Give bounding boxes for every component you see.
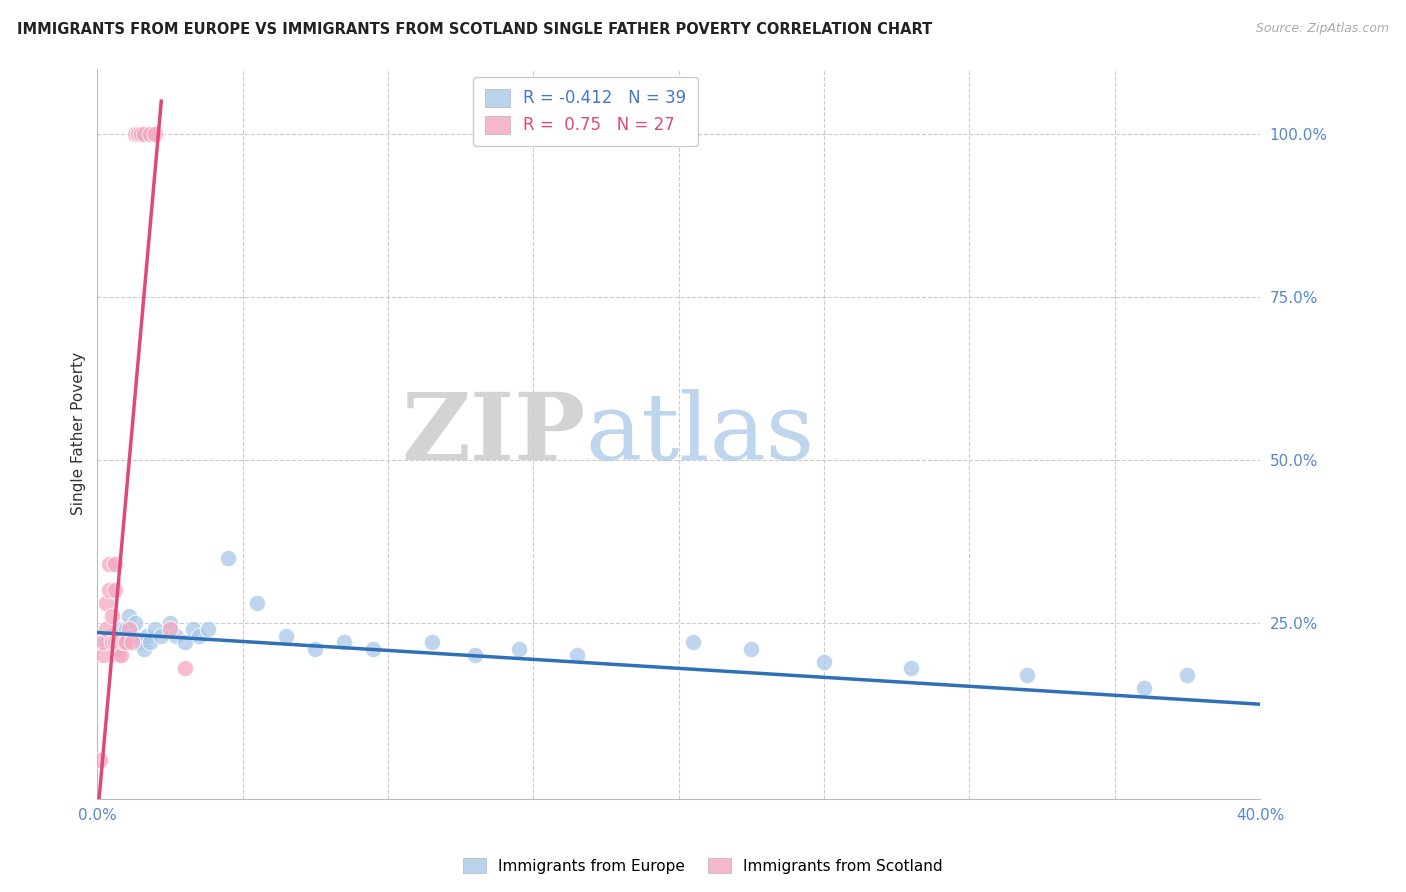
Legend: R = -0.412   N = 39, R =  0.75   N = 27: R = -0.412 N = 39, R = 0.75 N = 27 bbox=[474, 77, 697, 146]
Point bbox=[91, 648, 114, 663]
Text: atlas: atlas bbox=[586, 389, 815, 479]
Legend: Immigrants from Europe, Immigrants from Scotland: Immigrants from Europe, Immigrants from … bbox=[457, 852, 949, 880]
Point bbox=[112, 635, 135, 649]
Point bbox=[246, 596, 269, 610]
Point bbox=[333, 635, 356, 649]
Point bbox=[121, 635, 143, 649]
Point bbox=[115, 635, 138, 649]
Point bbox=[150, 629, 173, 643]
Point bbox=[197, 622, 219, 636]
Point bbox=[101, 635, 124, 649]
Point bbox=[94, 596, 117, 610]
Point bbox=[1017, 668, 1039, 682]
Point bbox=[104, 635, 127, 649]
Point bbox=[110, 622, 132, 636]
Point bbox=[740, 641, 762, 656]
Text: IMMIGRANTS FROM EUROPE VS IMMIGRANTS FROM SCOTLAND SINGLE FATHER POVERTY CORRELA: IMMIGRANTS FROM EUROPE VS IMMIGRANTS FRO… bbox=[17, 22, 932, 37]
Point bbox=[112, 635, 135, 649]
Point bbox=[101, 629, 124, 643]
Point bbox=[682, 635, 704, 649]
Point bbox=[129, 635, 152, 649]
Point bbox=[145, 127, 167, 141]
Point bbox=[107, 648, 129, 663]
Point bbox=[165, 629, 187, 643]
Point bbox=[181, 622, 204, 636]
Y-axis label: Single Father Poverty: Single Father Poverty bbox=[72, 352, 86, 516]
Point bbox=[98, 583, 121, 598]
Point bbox=[107, 641, 129, 656]
Point bbox=[159, 615, 181, 630]
Point bbox=[94, 622, 117, 636]
Point bbox=[813, 655, 835, 669]
Point bbox=[363, 641, 385, 656]
Point bbox=[104, 583, 127, 598]
Point bbox=[159, 622, 181, 636]
Point bbox=[304, 641, 326, 656]
Point bbox=[101, 609, 124, 624]
Point bbox=[138, 635, 160, 649]
Point bbox=[188, 629, 211, 643]
Point bbox=[118, 609, 141, 624]
Point bbox=[145, 622, 167, 636]
Point bbox=[115, 622, 138, 636]
Point bbox=[98, 557, 121, 571]
Point bbox=[124, 127, 146, 141]
Point bbox=[104, 635, 127, 649]
Point bbox=[94, 635, 117, 649]
Text: ZIP: ZIP bbox=[402, 389, 586, 479]
Point bbox=[132, 641, 155, 656]
Point bbox=[173, 661, 195, 675]
Point bbox=[1175, 668, 1198, 682]
Point bbox=[138, 127, 160, 141]
Point bbox=[104, 557, 127, 571]
Point bbox=[1132, 681, 1154, 695]
Point bbox=[173, 635, 195, 649]
Point bbox=[121, 629, 143, 643]
Point bbox=[135, 629, 157, 643]
Point bbox=[127, 127, 149, 141]
Point bbox=[124, 615, 146, 630]
Point bbox=[132, 127, 155, 141]
Point bbox=[900, 661, 922, 675]
Point bbox=[118, 622, 141, 636]
Point bbox=[107, 635, 129, 649]
Point bbox=[129, 127, 152, 141]
Point bbox=[276, 629, 298, 643]
Point bbox=[508, 641, 530, 656]
Point bbox=[217, 550, 239, 565]
Point bbox=[91, 635, 114, 649]
Point bbox=[464, 648, 486, 663]
Point bbox=[110, 648, 132, 663]
Text: Source: ZipAtlas.com: Source: ZipAtlas.com bbox=[1256, 22, 1389, 36]
Point bbox=[89, 753, 111, 767]
Point bbox=[420, 635, 443, 649]
Point bbox=[565, 648, 588, 663]
